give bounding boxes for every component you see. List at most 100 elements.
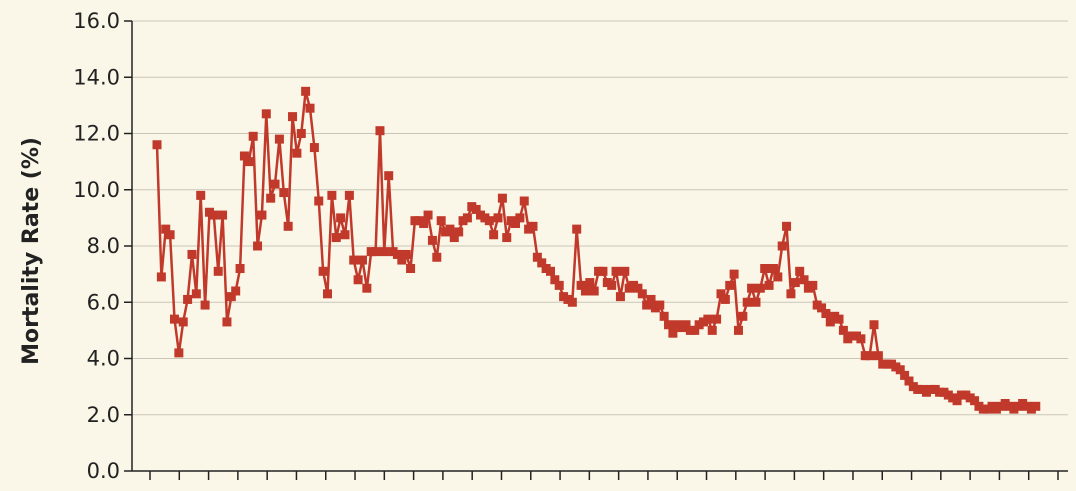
data-point bbox=[760, 264, 770, 273]
data-point bbox=[532, 252, 542, 262]
data-point bbox=[226, 292, 236, 302]
data-point bbox=[580, 286, 590, 296]
data-point bbox=[550, 275, 560, 285]
data-point bbox=[712, 314, 722, 324]
data-point bbox=[169, 314, 179, 324]
data-point bbox=[742, 297, 752, 307]
data-point bbox=[454, 227, 464, 237]
data-point bbox=[615, 292, 625, 302]
data-point bbox=[239, 151, 249, 161]
data-point bbox=[305, 103, 315, 113]
data-point bbox=[253, 241, 263, 251]
data-point bbox=[196, 190, 206, 200]
data-point bbox=[528, 221, 538, 231]
y-tick-label: 12.0 bbox=[73, 122, 120, 146]
data-point bbox=[209, 210, 219, 220]
data-point bbox=[633, 283, 643, 293]
data-point bbox=[733, 325, 743, 335]
data-point bbox=[607, 280, 617, 290]
data-point bbox=[183, 294, 193, 304]
data-point bbox=[327, 190, 337, 200]
data-point bbox=[349, 255, 359, 265]
data-point bbox=[174, 348, 184, 358]
data-point bbox=[296, 129, 306, 138]
data-point bbox=[567, 297, 577, 307]
x-axis-ticks bbox=[149, 471, 1059, 480]
data-point bbox=[156, 272, 166, 282]
data-point bbox=[821, 309, 831, 318]
data-point bbox=[768, 264, 778, 273]
data-point bbox=[838, 325, 848, 335]
data-point bbox=[970, 396, 980, 406]
data-point bbox=[554, 280, 564, 290]
data-point bbox=[738, 311, 748, 321]
data-point bbox=[222, 317, 232, 327]
data-point bbox=[664, 320, 674, 330]
data-point bbox=[323, 289, 333, 299]
data-point bbox=[497, 193, 507, 203]
data-point bbox=[165, 230, 175, 240]
data-point bbox=[218, 210, 228, 220]
data-point bbox=[545, 266, 555, 276]
data-point bbox=[773, 272, 783, 282]
data-point bbox=[515, 213, 525, 223]
data-point bbox=[637, 289, 647, 299]
data-point bbox=[795, 266, 805, 276]
data-point bbox=[681, 320, 691, 330]
data-point bbox=[309, 143, 319, 153]
data-point bbox=[397, 255, 407, 265]
data-point bbox=[261, 109, 271, 119]
data-point bbox=[161, 224, 171, 234]
y-tick-label: 0.0 bbox=[87, 459, 120, 483]
data-point bbox=[703, 314, 713, 324]
data-point bbox=[589, 286, 599, 296]
data-point bbox=[331, 233, 341, 243]
data-point bbox=[213, 266, 223, 276]
data-point bbox=[777, 241, 787, 251]
data-point bbox=[655, 300, 665, 310]
data-point bbox=[869, 320, 879, 330]
series-line bbox=[155, 90, 1037, 411]
y-tick-label: 16.0 bbox=[73, 9, 120, 33]
data-point bbox=[511, 219, 521, 228]
y-tick-label: 6.0 bbox=[87, 290, 120, 314]
data-point bbox=[445, 224, 455, 234]
data-point bbox=[384, 171, 394, 181]
data-point bbox=[782, 221, 792, 231]
y-tick-label: 4.0 bbox=[87, 347, 120, 371]
data-point bbox=[502, 233, 512, 243]
data-point bbox=[895, 365, 905, 375]
data-point bbox=[231, 286, 241, 296]
data-point bbox=[690, 325, 700, 335]
data-point bbox=[493, 213, 503, 223]
data-point bbox=[576, 280, 586, 290]
data-point bbox=[729, 269, 739, 279]
data-point bbox=[336, 213, 346, 223]
data-point bbox=[755, 283, 765, 293]
data-point bbox=[357, 255, 367, 265]
data-point bbox=[471, 204, 481, 214]
data-point bbox=[191, 289, 201, 299]
data-point bbox=[808, 280, 818, 290]
y-axis-label: Mortality Rate (%) bbox=[19, 137, 44, 365]
data-point bbox=[585, 278, 595, 288]
data-point bbox=[620, 266, 630, 276]
data-point bbox=[865, 351, 875, 361]
data-point bbox=[401, 249, 411, 259]
data-point bbox=[817, 303, 827, 313]
data-point bbox=[537, 258, 547, 268]
y-tick-label: 10.0 bbox=[73, 178, 120, 202]
data-point bbox=[572, 224, 582, 234]
data-point bbox=[200, 300, 210, 310]
data-point bbox=[449, 233, 459, 243]
data-point bbox=[288, 112, 298, 122]
data-point bbox=[375, 126, 385, 136]
data-point bbox=[799, 275, 809, 285]
data-point bbox=[1031, 401, 1041, 411]
data-point bbox=[392, 249, 402, 259]
data-point bbox=[900, 370, 910, 380]
data-point bbox=[187, 249, 197, 259]
y-axis-ticks: 0.0 2.0 4.0 6.0 8.0 10.0 12.0 14.0 16.0 bbox=[73, 9, 132, 483]
data-point bbox=[432, 252, 442, 262]
